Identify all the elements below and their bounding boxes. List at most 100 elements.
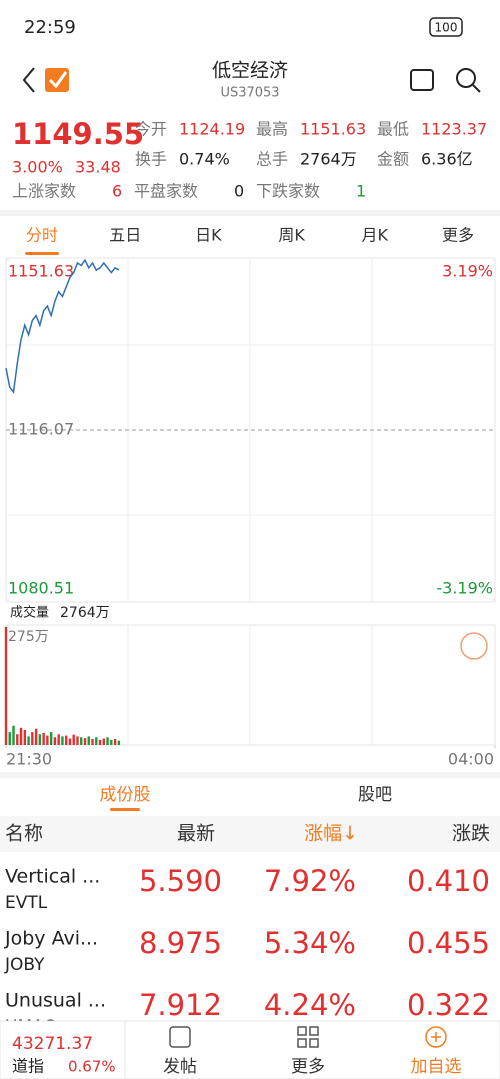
stock-value: 0.322 (407, 988, 490, 1022)
column-header[interactable]: 涨幅↓ (304, 823, 358, 845)
x-tick-label: 21:30 (6, 750, 52, 769)
stock-code: EVTL (5, 893, 48, 913)
volume-bar (8, 732, 11, 745)
volume-bar (61, 736, 64, 745)
column-header[interactable]: 最新 (177, 823, 215, 845)
tab[interactable]: 月K (362, 226, 389, 245)
stock-value: 8.975 (139, 926, 222, 960)
post-icon[interactable] (169, 1026, 191, 1048)
action-label[interactable]: 加自选 (411, 1057, 462, 1077)
field-value: 1123.37 (421, 120, 487, 139)
field-value: 1151.63 (300, 120, 366, 139)
expand-button[interactable] (460, 632, 488, 660)
y2-tick-label: 3.19% (442, 262, 493, 281)
code: US37053 (220, 86, 279, 101)
volume-bar (46, 735, 49, 745)
tab[interactable]: 周K (278, 226, 305, 245)
breadth-label: 上涨家数 (12, 182, 76, 201)
stock-code: JOBY (4, 955, 45, 975)
volume-bar (110, 739, 113, 745)
volume-total: 2764万 (60, 605, 110, 621)
column-header: 名称 (5, 823, 43, 845)
volume-bar (16, 734, 19, 745)
field-label: 最高 (256, 120, 288, 139)
sub-tab[interactable]: 成份股 (100, 785, 151, 805)
y-tick-label: 1151.63 (8, 262, 74, 281)
battery-icon (429, 17, 463, 37)
volume-bar (68, 738, 72, 745)
volume-bar (23, 729, 27, 745)
field-label: 今开 (135, 120, 167, 139)
sub-tab[interactable]: 股吧 (358, 785, 392, 805)
y-tick-label: 275万 (8, 629, 49, 645)
column-header[interactable]: 涨跌 (452, 823, 490, 845)
volume-bar (80, 737, 83, 745)
volume-bar (64, 735, 68, 745)
volume-bar (72, 734, 75, 745)
volume-bar (91, 738, 94, 745)
volume-bar (87, 736, 90, 745)
change-pct: 3.00% (12, 158, 63, 177)
volume-bar (117, 740, 121, 745)
breadth-value: 0 (234, 182, 244, 201)
volume-bar (53, 737, 57, 745)
tab[interactable]: 五日 (109, 226, 141, 245)
breadth-label: 下跌家数 (256, 182, 320, 201)
index-name: 道指 (12, 1057, 44, 1076)
x-tick-label: 04:00 (448, 750, 494, 769)
volume-bar (95, 737, 98, 745)
volume-bar (31, 732, 34, 745)
action-label[interactable]: 发帖 (163, 1057, 197, 1077)
stock-value: 5.34% (264, 926, 356, 960)
breadth-label: 平盘家数 (134, 182, 198, 201)
volume-bar (102, 738, 105, 745)
stock-value: 4.24% (264, 988, 356, 1022)
stock-name: Unusual ... (5, 990, 106, 1012)
index-pct: 0.67% (68, 1058, 116, 1076)
y2-tick-label: -3.19% (436, 579, 493, 598)
volume-bar (83, 738, 87, 745)
volume-bar (34, 728, 38, 745)
field-value: 1124.19 (179, 120, 245, 139)
volume-title: 成交量 (10, 605, 49, 621)
breadth-value: 6 (112, 182, 122, 201)
stock-value: 0.410 (407, 864, 490, 898)
field-label: 金额 (377, 150, 409, 169)
search-button[interactable] (456, 68, 476, 88)
stock-value: 7.92% (264, 864, 356, 898)
tab[interactable]: 日K (195, 226, 222, 245)
volume-bar (57, 734, 60, 745)
stock-name: Joby Avi... (4, 928, 98, 950)
field-label: 总手 (256, 150, 288, 169)
y-tick-label: 1080.51 (8, 579, 74, 598)
field-value: 6.36亿 (421, 150, 473, 169)
field-value: 0.74% (179, 150, 230, 169)
price: 1149.55 (12, 117, 144, 151)
add-icon[interactable] (425, 1026, 447, 1048)
volume-bar (113, 738, 117, 745)
battery: 100 (435, 21, 458, 35)
share-button[interactable] (410, 69, 434, 91)
field-label: 最低 (377, 120, 409, 139)
volume-bar (12, 725, 15, 745)
volume-bar (27, 736, 30, 745)
tab[interactable]: 分时 (26, 226, 58, 245)
stock-value: 5.590 (139, 864, 222, 898)
volume-bar (42, 732, 45, 745)
field-value: 2764万 (300, 150, 357, 169)
volume-bar (19, 727, 23, 745)
volume-bar (38, 734, 42, 745)
stock-value: 0.455 (407, 926, 490, 960)
action-label[interactable]: 更多 (291, 1057, 325, 1077)
index-value: 43271.37 (12, 1034, 93, 1054)
back-button[interactable] (22, 67, 35, 93)
stock-name: Vertical ... (5, 866, 100, 888)
y-tick-label: 1116.07 (8, 420, 74, 439)
price-line (5, 258, 120, 394)
stock-value: 7.912 (139, 988, 222, 1022)
tab[interactable]: 更多 (442, 226, 474, 245)
change: 33.48 (75, 158, 121, 177)
breadth-value: 1 (356, 182, 366, 201)
